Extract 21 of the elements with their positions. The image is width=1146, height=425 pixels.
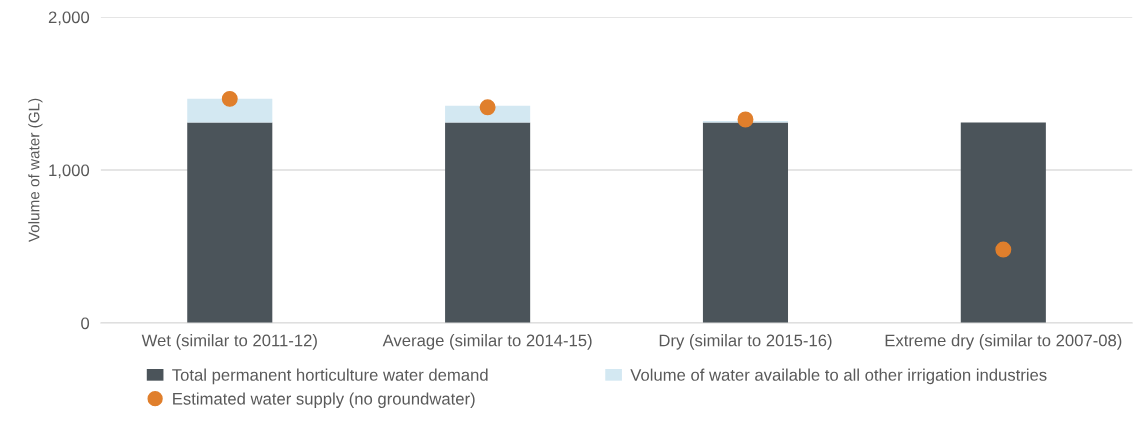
y-tick-label: 2,000 — [48, 11, 90, 26]
bar — [187, 98, 273, 123]
point — [479, 99, 496, 116]
x-tick-label: Wet (similar to 2011-12) — [141, 334, 317, 350]
bar — [960, 122, 1046, 323]
legend-label: Total permanent horticulture water demand — [172, 368, 488, 385]
x-tick-label: Average (similar to 2014-15) — [382, 334, 592, 350]
bar — [702, 122, 789, 323]
point — [995, 241, 1012, 258]
x-tick-label: Extreme dry (similar to 2007-08) — [885, 334, 1122, 350]
point — [221, 90, 238, 107]
bar — [445, 105, 531, 123]
point — [737, 111, 754, 128]
bar — [445, 122, 531, 323]
legend-label: Volume of water available to all other irrigation industries — [630, 368, 1047, 385]
bar — [187, 122, 273, 323]
y-tick-label: 0 — [81, 317, 90, 330]
y-axis-title: Volume of water (GL) — [28, 98, 43, 243]
y-tick-label: 1,000 — [49, 164, 90, 179]
x-tick-label: Dry (similar to 2015-16) — [659, 334, 832, 350]
legend-label: Estimated water supply (no groundwater) — [173, 392, 475, 409]
